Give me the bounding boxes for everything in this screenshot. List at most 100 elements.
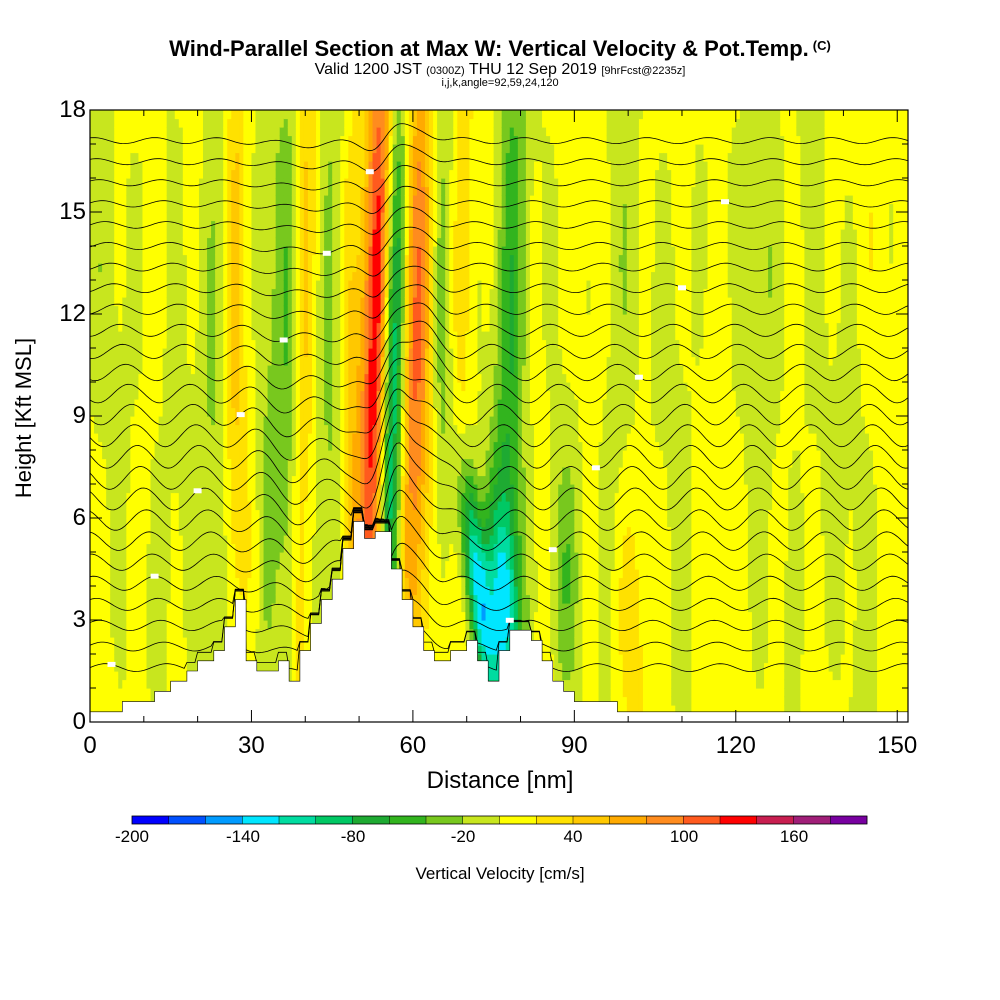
- velocity-cell: [251, 348, 257, 358]
- velocity-cell: [275, 186, 281, 196]
- velocity-cell: [328, 518, 333, 528]
- velocity-cell: [102, 297, 107, 307]
- velocity-cell: [134, 271, 140, 281]
- velocity-cell: [130, 144, 135, 154]
- velocity-cell: [364, 518, 370, 528]
- velocity-cell: [311, 220, 317, 230]
- velocity-cell: [267, 305, 273, 315]
- velocity-cell: [223, 254, 228, 264]
- velocity-cell: [122, 161, 127, 171]
- velocity-cell: [352, 297, 357, 307]
- velocity-cell: [162, 288, 168, 298]
- velocity-cell: [126, 586, 131, 596]
- velocity-cell: [360, 305, 366, 315]
- velocity-cell: [114, 662, 119, 672]
- velocity-cell: [194, 424, 200, 434]
- velocity-cell: [110, 229, 115, 239]
- velocity-cell: [267, 390, 273, 400]
- velocity-cell: [150, 603, 156, 613]
- velocity-cell: [90, 407, 95, 417]
- velocity-cell: [263, 637, 269, 647]
- velocity-cell: [303, 135, 309, 145]
- velocity-cell: [194, 263, 200, 273]
- velocity-cell: [130, 526, 135, 536]
- velocity-cell: [126, 399, 131, 409]
- velocity-cell: [283, 305, 289, 315]
- velocity-cell: [259, 229, 265, 239]
- velocity-cell: [90, 220, 95, 230]
- velocity-cell: [98, 152, 103, 162]
- velocity-cell: [90, 365, 95, 375]
- velocity-cell: [178, 297, 184, 307]
- velocity-cell: [231, 246, 236, 256]
- velocity-cell: [283, 169, 289, 179]
- velocity-cell: [162, 127, 168, 137]
- velocity-cell: [114, 433, 119, 443]
- velocity-cell: [98, 475, 103, 485]
- velocity-cell: [146, 263, 152, 273]
- velocity-cell: [203, 501, 208, 511]
- velocity-cell: [130, 118, 135, 128]
- velocity-cell: [98, 492, 103, 502]
- velocity-cell: [106, 509, 111, 519]
- velocity-cell: [174, 611, 180, 621]
- velocity-cell: [178, 645, 184, 655]
- velocity-cell: [90, 161, 95, 171]
- velocity-cell: [114, 212, 119, 222]
- velocity-cell: [98, 433, 103, 443]
- velocity-cell: [170, 271, 176, 281]
- velocity-cell: [360, 237, 366, 247]
- velocity-cell: [287, 135, 293, 145]
- velocity-cell: [130, 373, 135, 383]
- velocity-cell: [122, 237, 127, 247]
- velocity-cell: [174, 552, 180, 562]
- velocity-cell: [316, 297, 321, 307]
- velocity-cell: [287, 424, 293, 434]
- velocity-cell: [291, 305, 297, 315]
- velocity-cell: [198, 110, 204, 120]
- velocity-cell: [94, 705, 99, 715]
- velocity-cell: [178, 331, 184, 341]
- velocity-cell: [215, 382, 220, 392]
- velocity-cell: [126, 526, 131, 536]
- velocity-cell: [316, 169, 321, 179]
- velocity-cell: [182, 144, 188, 154]
- velocity-cell: [364, 297, 370, 307]
- velocity-cell: [170, 526, 176, 536]
- velocity-cell: [215, 535, 220, 545]
- velocity-cell: [320, 178, 325, 188]
- velocity-cell: [303, 288, 309, 298]
- velocity-cell: [295, 305, 301, 315]
- velocity-cell: [142, 518, 148, 528]
- velocity-cell: [207, 628, 212, 638]
- velocity-cell: [138, 501, 144, 511]
- velocity-cell: [267, 662, 273, 672]
- velocity-cell: [324, 594, 329, 604]
- velocity-cell: [203, 263, 208, 273]
- velocity-cell: [94, 535, 99, 545]
- velocity-cell: [182, 288, 188, 298]
- velocity-cell: [223, 348, 228, 358]
- velocity-cell: [332, 475, 337, 485]
- velocity-cell: [194, 314, 200, 324]
- velocity-cell: [94, 416, 99, 426]
- velocity-cell: [320, 492, 325, 502]
- velocity-cell: [303, 212, 309, 222]
- velocity-cell: [126, 322, 131, 332]
- velocity-cell: [146, 509, 152, 519]
- velocity-cell: [291, 161, 297, 171]
- velocity-cell: [162, 382, 168, 392]
- velocity-cell: [90, 135, 95, 145]
- velocity-cell: [340, 271, 345, 281]
- velocity-cell: [134, 637, 140, 647]
- velocity-cell: [166, 118, 172, 128]
- velocity-cell: [150, 161, 156, 171]
- velocity-cell: [98, 467, 103, 477]
- velocity-cell: [311, 356, 317, 366]
- velocity-cell: [344, 441, 349, 451]
- velocity-cell: [279, 348, 285, 358]
- velocity-cell: [267, 118, 273, 128]
- velocity-cell: [166, 424, 172, 434]
- velocity-cell: [239, 263, 244, 273]
- velocity-cell: [178, 518, 184, 528]
